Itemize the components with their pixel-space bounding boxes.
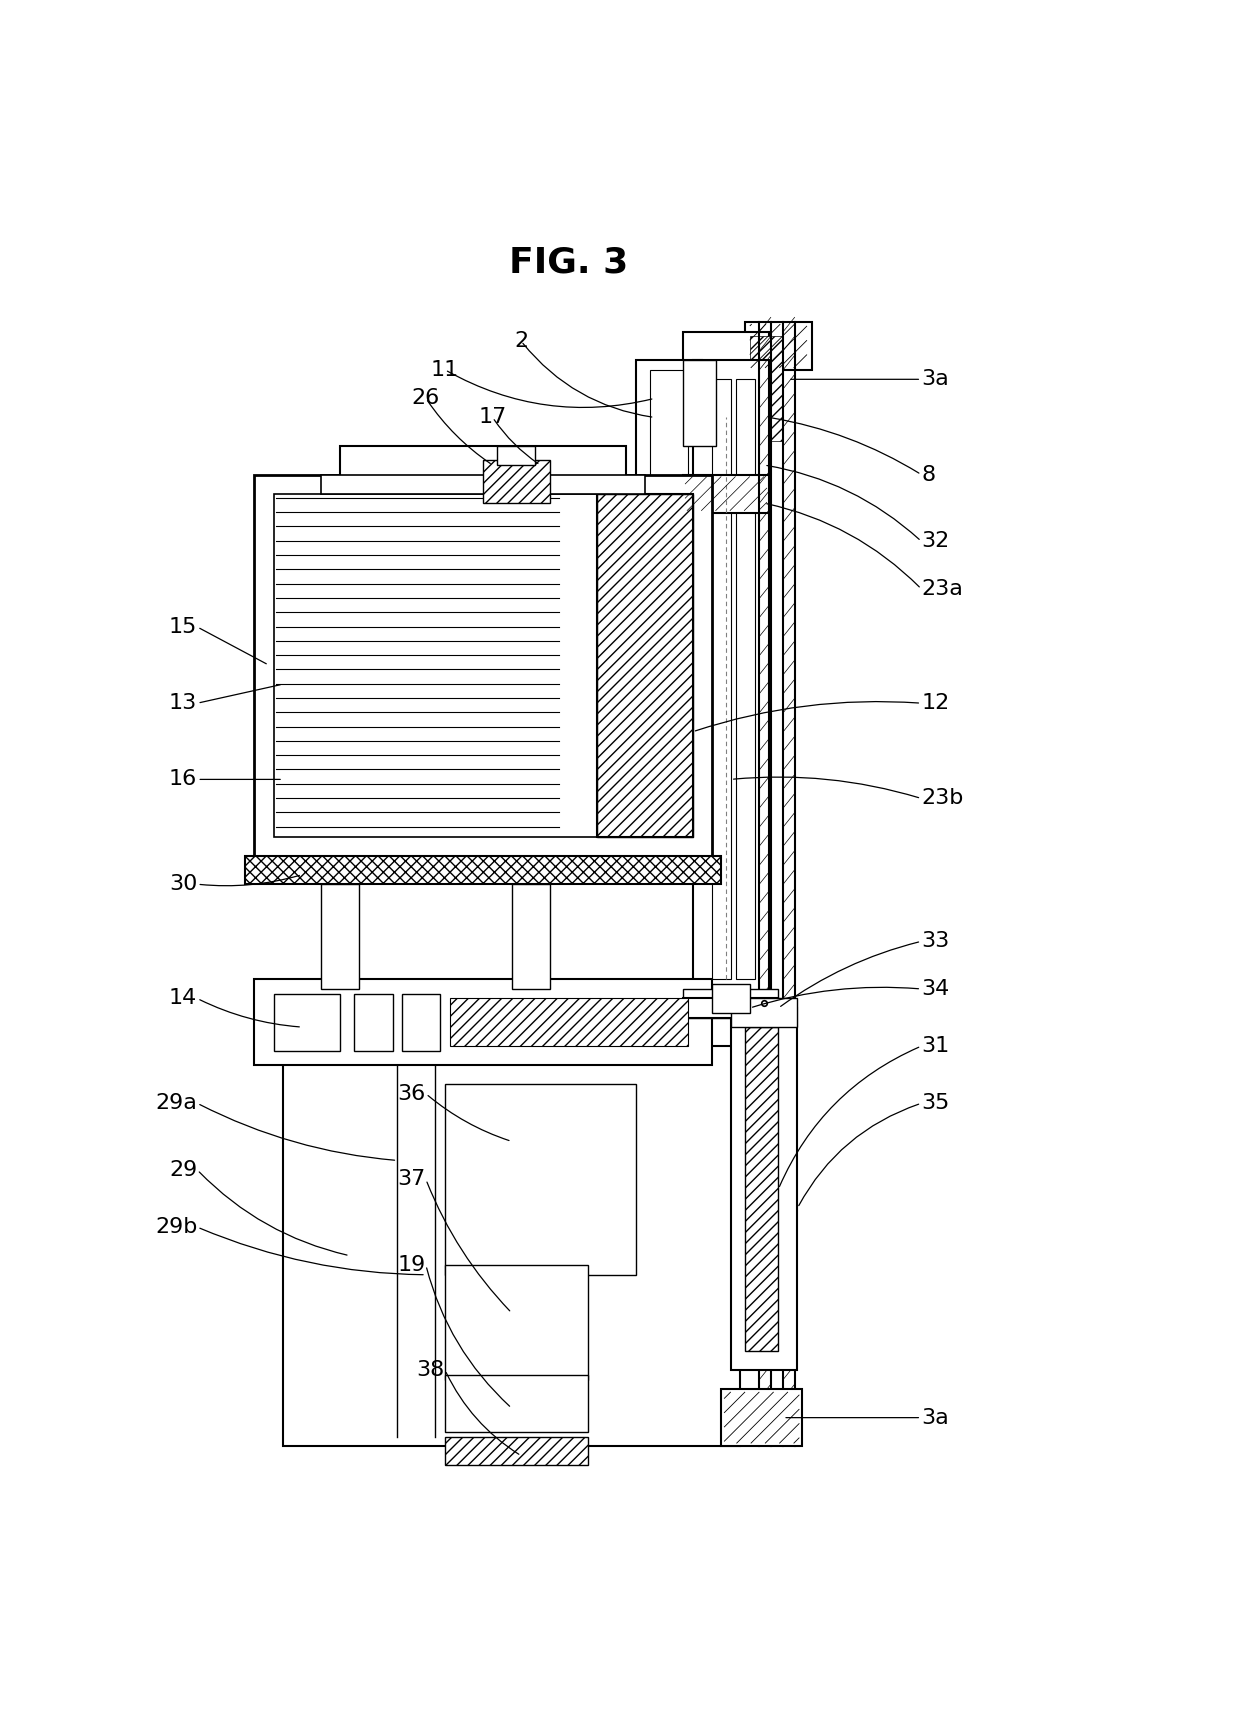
Bar	[355, 994, 393, 1051]
Text: 16: 16	[169, 769, 197, 790]
Text: 2: 2	[515, 331, 528, 352]
Bar	[693, 360, 769, 998]
Bar	[683, 360, 717, 447]
Text: 15: 15	[169, 617, 197, 637]
Bar	[722, 1389, 802, 1446]
Text: 19: 19	[398, 1256, 425, 1275]
Bar	[678, 736, 696, 760]
Bar	[274, 494, 636, 837]
Bar	[321, 883, 360, 989]
Text: 32: 32	[921, 532, 950, 551]
Text: 33: 33	[921, 932, 950, 951]
Text: 37: 37	[398, 1169, 425, 1190]
Bar	[678, 679, 696, 703]
Bar	[735, 379, 755, 980]
Text: 34: 34	[921, 979, 950, 999]
Bar	[683, 333, 769, 447]
Text: 26: 26	[412, 388, 440, 409]
Bar	[484, 461, 549, 502]
Bar	[745, 322, 812, 371]
Bar	[598, 494, 693, 837]
Text: 12: 12	[921, 693, 950, 714]
Bar	[712, 984, 750, 1013]
Text: FIG. 3: FIG. 3	[510, 246, 629, 281]
Text: 14: 14	[169, 989, 197, 1008]
Bar	[745, 1027, 779, 1351]
Bar	[683, 998, 779, 1018]
Text: 13: 13	[169, 693, 197, 714]
Bar	[445, 1375, 588, 1432]
Bar	[450, 998, 688, 1046]
Bar	[254, 475, 712, 856]
Bar	[246, 856, 722, 883]
Bar	[730, 998, 797, 1027]
Text: 23b: 23b	[921, 788, 963, 809]
Text: 23a: 23a	[921, 578, 963, 599]
Bar	[712, 379, 730, 980]
Bar	[636, 360, 702, 494]
Bar	[497, 447, 536, 466]
Bar	[254, 980, 712, 1065]
Text: 3a: 3a	[921, 369, 949, 390]
Bar	[750, 336, 784, 442]
Text: 31: 31	[921, 1036, 950, 1057]
Bar	[683, 989, 779, 1018]
Bar	[274, 994, 340, 1051]
Bar	[283, 1046, 740, 1446]
Bar	[512, 883, 549, 989]
Bar	[730, 1008, 797, 1370]
Text: 17: 17	[479, 407, 507, 428]
Bar	[340, 447, 626, 480]
Text: 8: 8	[921, 464, 935, 485]
Bar	[598, 494, 693, 837]
Bar	[693, 442, 750, 466]
Text: 11: 11	[430, 360, 459, 379]
Text: 29: 29	[169, 1160, 197, 1179]
Text: 29a: 29a	[155, 1093, 197, 1114]
Bar	[402, 994, 440, 1051]
Text: 36: 36	[398, 1084, 425, 1103]
Text: 3a: 3a	[921, 1408, 949, 1427]
Bar	[445, 1264, 588, 1379]
Bar	[445, 1438, 588, 1465]
Bar	[683, 475, 769, 513]
Text: 30: 30	[169, 875, 197, 894]
Text: 38: 38	[417, 1360, 445, 1380]
Bar	[650, 371, 688, 480]
Bar	[321, 475, 645, 494]
Text: 35: 35	[921, 1093, 950, 1114]
Bar	[445, 1084, 636, 1275]
Text: 29b: 29b	[155, 1218, 197, 1237]
